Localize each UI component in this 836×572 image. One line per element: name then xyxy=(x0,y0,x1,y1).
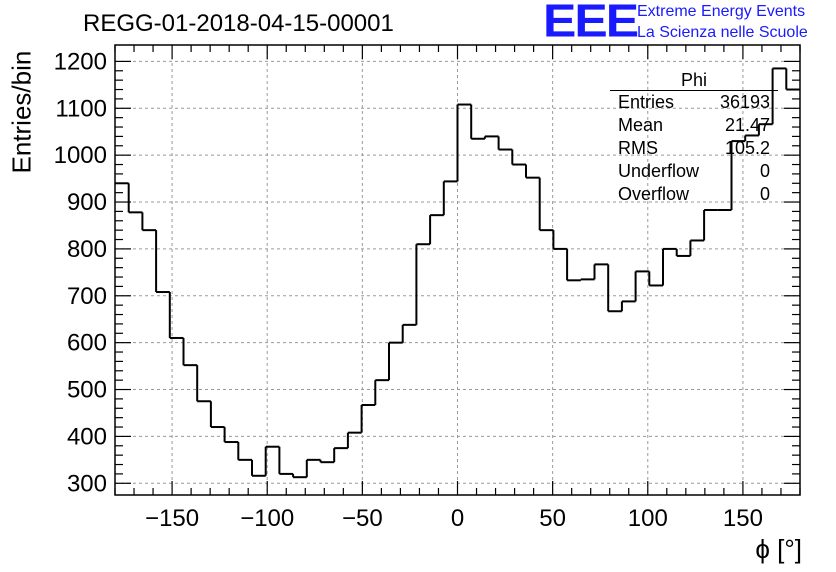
stats-value: 105.2 xyxy=(724,138,770,158)
y-tick-label: 1200 xyxy=(54,48,107,75)
x-tick-label: −50 xyxy=(342,505,383,532)
x-tick-label: 50 xyxy=(539,505,566,532)
stats-label: Entries xyxy=(618,92,675,112)
y-axis-label: Entries/bin xyxy=(6,50,37,174)
stats-row-underflow: Underflow 0 xyxy=(610,160,778,183)
stats-value: 0 xyxy=(759,184,770,204)
y-tick-label: 400 xyxy=(67,423,107,450)
y-tick-label: 900 xyxy=(67,189,107,216)
stats-row-overflow: Overflow 0 xyxy=(610,183,778,206)
y-tick-label: 600 xyxy=(67,330,107,357)
stats-title: Phi xyxy=(610,70,778,91)
stats-value: 21.47 xyxy=(724,115,770,135)
stats-value: 36193 xyxy=(719,92,770,112)
logo-line-2: La Scienza nelle Scuole xyxy=(637,24,808,41)
stats-label: Mean xyxy=(618,115,664,135)
x-tick-label: 150 xyxy=(723,505,763,532)
logo-line-1: Extreme Energy Events xyxy=(637,3,806,20)
x-tick-label: 0 xyxy=(451,505,464,532)
x-tick-label: 100 xyxy=(628,505,668,532)
stats-box: Phi Entries 36193 Mean 21.47 RMS 105.2 U… xyxy=(610,70,778,206)
x-tick-label: −150 xyxy=(145,505,199,532)
x-axis-label: ϕ [°] xyxy=(755,534,802,564)
eee-logo: EEE xyxy=(543,0,639,47)
y-tick-label: 300 xyxy=(67,470,107,497)
y-tick-label: 500 xyxy=(67,377,107,404)
stats-label: Overflow xyxy=(618,184,690,204)
stats-row-rms: RMS 105.2 xyxy=(610,137,778,160)
y-tick-label: 700 xyxy=(67,283,107,310)
stats-row-entries: Entries 36193 xyxy=(610,91,778,114)
y-tick-label: 1100 xyxy=(55,95,107,122)
y-tick-label: 800 xyxy=(67,236,107,263)
stats-label: Underflow xyxy=(618,161,700,181)
x-tick-label: −100 xyxy=(240,505,294,532)
chart-title: REGG-01-2018-04-15-00001 xyxy=(83,10,394,37)
stats-row-mean: Mean 21.47 xyxy=(610,114,778,137)
stats-label: RMS xyxy=(618,138,658,158)
stats-value: 0 xyxy=(759,161,770,181)
y-tick-label: 1000 xyxy=(54,142,107,169)
